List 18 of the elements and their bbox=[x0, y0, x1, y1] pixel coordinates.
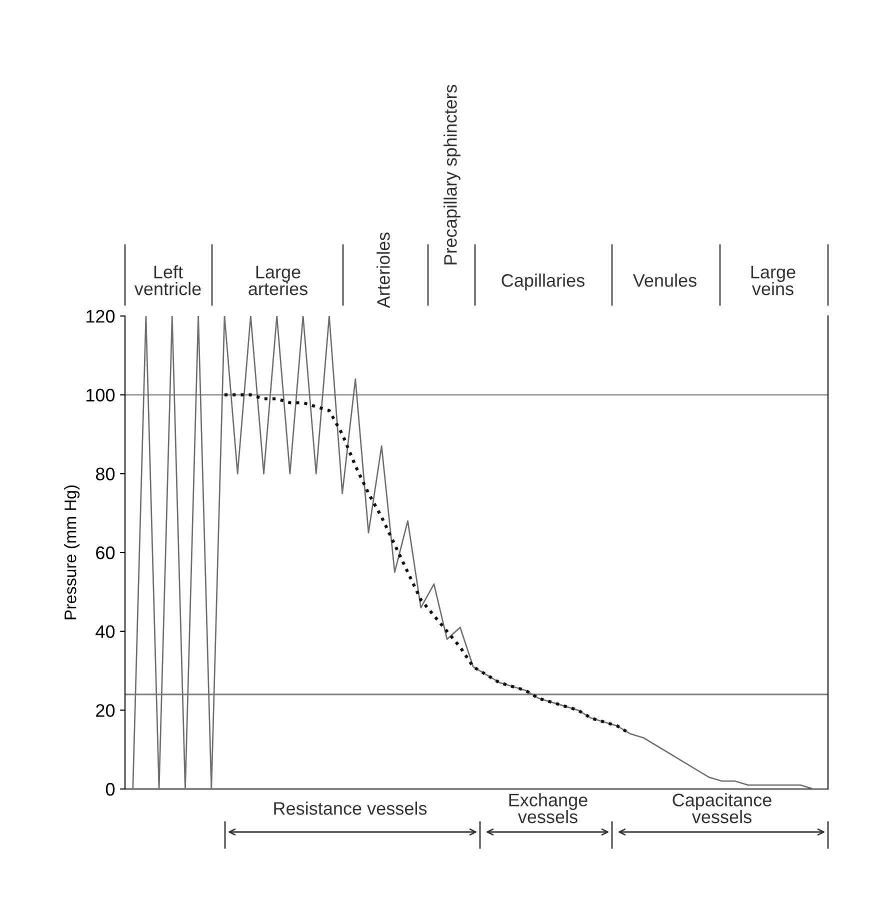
text: Left ventricle bbox=[134, 265, 201, 296]
text: Large arteries bbox=[248, 266, 308, 296]
text: Resistance vessels bbox=[274, 802, 427, 815]
y-tick-label: 60 bbox=[96, 546, 115, 560]
y-axis-title: Pressure (mm Hg) bbox=[64, 485, 80, 620]
y-tick-label: 120 bbox=[86, 310, 115, 323]
text: Capacitance vessels bbox=[672, 793, 772, 824]
y-tick-label: 20 bbox=[96, 704, 115, 717]
y-tick-label: 40 bbox=[96, 625, 115, 638]
text: Large veins bbox=[751, 266, 796, 296]
y-tick-label: 0 bbox=[106, 782, 115, 796]
text: Capillaries bbox=[502, 274, 584, 290]
text: Exchange vessels bbox=[509, 793, 588, 824]
text: Venules bbox=[632, 274, 696, 287]
text: Arterioles bbox=[376, 232, 390, 308]
y-tick-label: 80 bbox=[96, 468, 115, 480]
text: Precapillary sphincters bbox=[444, 84, 460, 264]
y-tick-label: 100 bbox=[86, 388, 115, 402]
